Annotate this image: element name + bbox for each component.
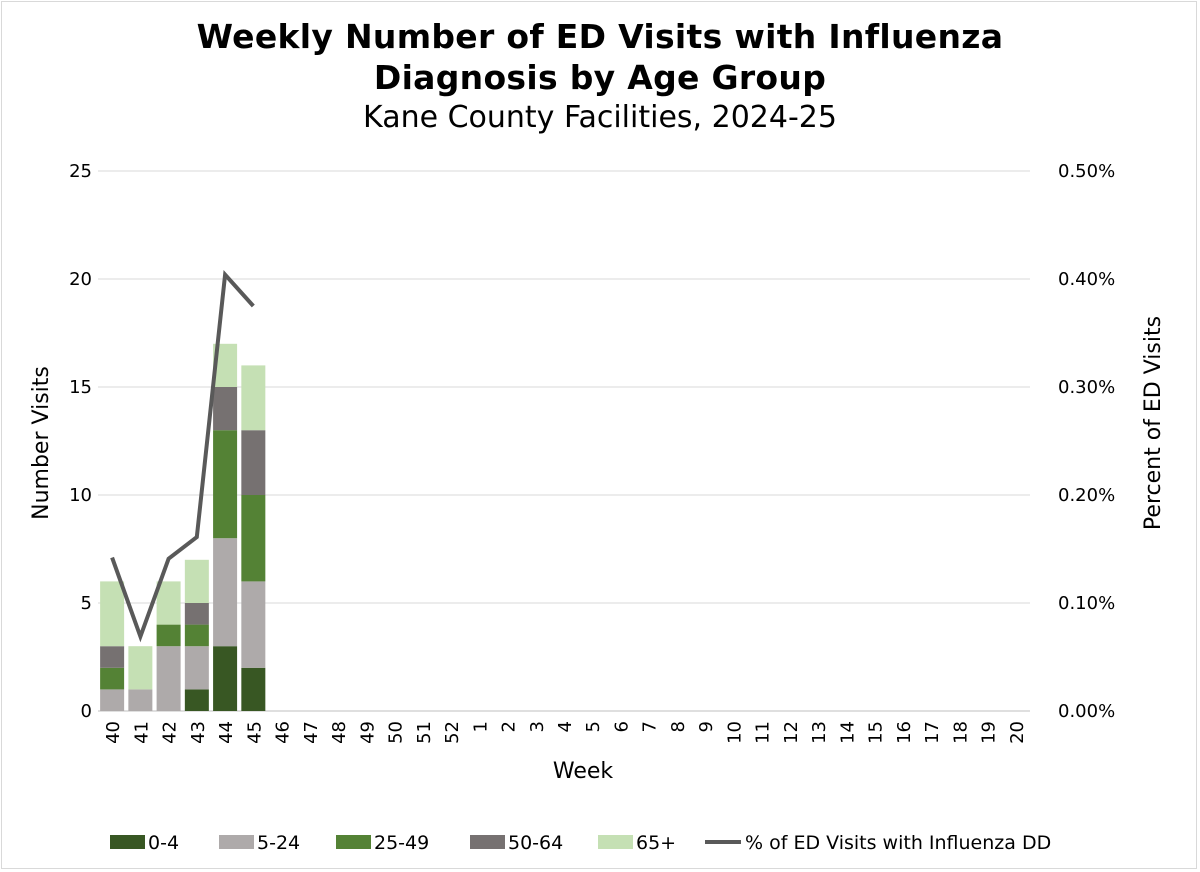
legend-swatch-5-24 [219, 835, 254, 849]
x-tick-label: 18 [950, 721, 971, 744]
x-tick-label: 49 [357, 721, 378, 744]
x-tick-label: 45 [244, 721, 265, 744]
bar-segment-50-64 [241, 430, 266, 495]
x-tick-label: 14 [837, 721, 858, 744]
x-tick-label: 10 [725, 721, 746, 744]
y2-tick-label: 0.20% [1058, 485, 1115, 506]
x-tick-label: 51 [414, 721, 435, 744]
x-tick-label: 42 [160, 721, 181, 744]
legend-label: 5-24 [257, 832, 300, 854]
bar-segment-5-24 [156, 646, 181, 711]
x-tick-label: 46 [273, 721, 294, 744]
x-tick-label: 47 [301, 721, 322, 744]
x-axis-title: Week [553, 759, 614, 784]
x-tick-label: 20 [1007, 721, 1028, 744]
x-tick-label: 41 [131, 721, 152, 744]
legend-swatch-50-64 [470, 835, 505, 849]
legend-label: 25-49 [374, 832, 429, 854]
bars-group [100, 343, 266, 711]
legend: 0-4 5-24 25-49 50-64 65+ % of ED Visits with … [110, 832, 1051, 854]
line-series-group [110, 270, 255, 643]
x-tick-label: 3 [527, 721, 548, 732]
y-tick-label: 15 [69, 377, 92, 398]
bar-segment-65+ [184, 559, 209, 603]
bar-segment-25-49 [100, 667, 125, 690]
legend-label: 0-4 [148, 832, 179, 854]
legend-swatch-0-4 [110, 835, 145, 849]
x-tick-label: 11 [753, 721, 774, 744]
x-tick-label: 52 [442, 721, 463, 744]
line-series-path [110, 270, 255, 643]
bar-segment-25-49 [241, 495, 266, 582]
x-tick-label: 7 [640, 721, 661, 732]
legend-label: 65+ [636, 832, 676, 854]
bar-segment-65+ [100, 581, 125, 647]
x-tick-label: 40 [103, 721, 124, 744]
bar-segment-50-64 [213, 387, 238, 431]
x-tick-label: 48 [329, 721, 350, 744]
bar-segment-25-49 [213, 430, 238, 539]
x-tick-label: 2 [499, 721, 520, 732]
x-tick-label: 44 [216, 721, 237, 744]
gridlines [98, 170, 1030, 712]
legend-label: 50-64 [508, 832, 563, 854]
x-tick-label: 6 [612, 721, 633, 732]
x-tick-label: 1 [470, 721, 491, 732]
x-tick-label: 43 [188, 721, 209, 744]
x-tick-label: 16 [894, 721, 915, 744]
y2-tick-label: 0.10% [1058, 593, 1115, 614]
bar-segment-0-4 [184, 689, 209, 711]
x-axis-ticks: 40 41 42 43 44 45 46 47 48 49 50 51 52 1 2 3 4 5 6 7 8 9 10 11 1… [103, 721, 1028, 744]
x-tick-label: 5 [583, 721, 604, 732]
bar-segment-5-24 [184, 646, 209, 690]
x-tick-label: 4 [555, 721, 576, 732]
legend-swatch-25-49 [336, 835, 371, 849]
bar-segment-25-49 [184, 624, 209, 647]
legend-label: % of ED Visits with Influenza DD [745, 832, 1051, 854]
bar-segment-25-49 [156, 624, 181, 647]
chart-subtitle: Kane County Facilities, 2024-25 [363, 100, 837, 135]
x-tick-label: 17 [922, 721, 943, 744]
x-tick-label: 15 [866, 721, 887, 744]
y-axis-ticks: 0 5 10 15 20 25 [69, 161, 92, 722]
chart-title-line-2: Diagnosis by Age Group [373, 58, 827, 97]
bar-segment-65+ [156, 581, 181, 625]
y2-axis-title: Percent of ED Visits [1141, 316, 1166, 530]
x-tick-label: 50 [386, 721, 407, 744]
bar-segment-5-24 [213, 538, 238, 647]
bar-segment-50-64 [100, 646, 125, 668]
x-tick-label: 13 [809, 721, 830, 744]
y-tick-label: 5 [81, 593, 92, 614]
y-tick-label: 25 [69, 161, 92, 182]
x-tick-label: 12 [781, 721, 802, 744]
bar-segment-0-4 [241, 667, 266, 711]
x-tick-label: 8 [668, 721, 689, 732]
y-tick-label: 10 [69, 485, 92, 506]
x-tick-label: 19 [979, 721, 1000, 744]
y-tick-label: 0 [81, 701, 92, 722]
bar-segment-0-4 [213, 646, 238, 711]
y-axis-title: Number Visits [29, 366, 54, 520]
y2-tick-label: 0.40% [1058, 269, 1115, 290]
bar-segment-50-64 [184, 603, 209, 625]
bar-segment-65+ [241, 365, 266, 431]
y2-axis-ticks: 0.00% 0.10% 0.20% 0.30% 0.40% 0.50% [1058, 161, 1115, 722]
bar-segment-5-24 [100, 689, 125, 711]
bar-segment-5-24 [128, 689, 153, 711]
legend-swatch-65+ [598, 835, 633, 849]
y-tick-label: 20 [69, 269, 92, 290]
y2-tick-label: 0.00% [1058, 701, 1115, 722]
bar-segment-5-24 [241, 581, 266, 668]
bar-segment-65+ [128, 646, 153, 690]
x-tick-label: 9 [696, 721, 717, 732]
y2-tick-label: 0.30% [1058, 377, 1115, 398]
y2-tick-label: 0.50% [1058, 161, 1115, 182]
chart-title-line-1: Weekly Number of ED Visits with Influenz… [196, 17, 1004, 56]
